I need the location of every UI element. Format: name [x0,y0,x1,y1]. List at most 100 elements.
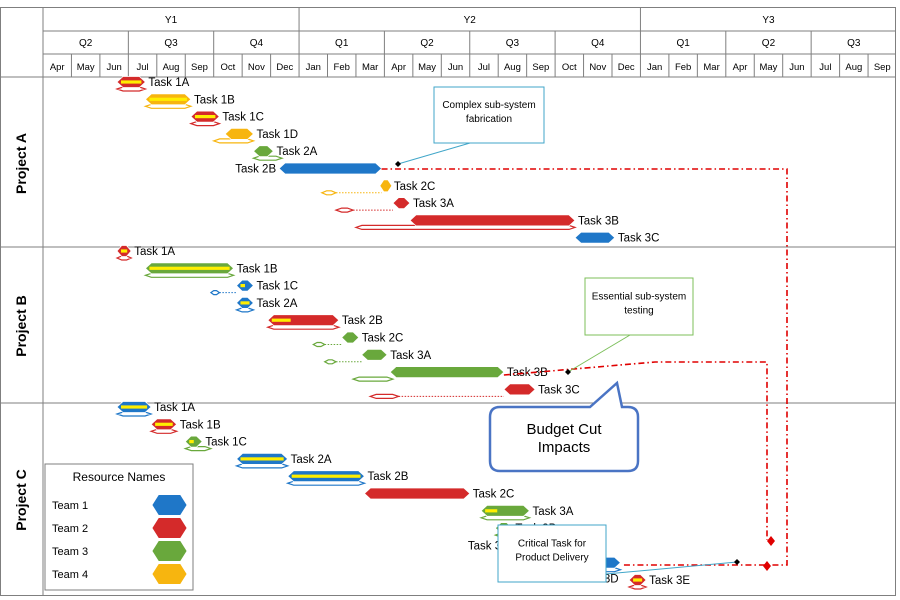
budget-cut-callout [488,380,640,473]
callout-leader [397,142,471,165]
callout-text: fabrication [466,114,512,125]
task-bar [251,145,284,161]
task-label: Task 2C [394,181,436,193]
month-label: Jul [478,62,490,73]
baseline-bar [368,393,401,399]
month-label: Feb [675,62,691,73]
task-hexagon [267,314,340,327]
task-bar [278,162,383,175]
dependency-line [503,361,768,540]
callout-text: Complex sub-system [442,100,535,111]
dependency-line [381,168,788,566]
quarter-label: Q2 [420,38,434,49]
task-label: Task 1C [205,437,247,449]
progress-fill [149,97,187,101]
task-label: Task 1B [237,263,278,275]
callout-anchor [565,369,571,375]
month-label: Aug [504,62,521,73]
task-label: Task 1B [180,419,221,431]
task-label: Task 3B [578,215,619,227]
task-bar [574,231,616,244]
task-label: Task 3C [618,233,660,245]
quarter-label: Q2 [79,38,93,49]
progress-fill [240,457,284,461]
progress-fill [271,318,291,322]
task-hexagon [184,435,203,448]
progress-fill [240,284,245,288]
baseline-bar [312,341,326,348]
task-bar [363,487,471,500]
task-label: Task 3A [390,350,431,362]
task-hexagon [392,197,411,210]
task-bar [334,197,411,213]
month-label: Jun [448,62,463,73]
budget-cut-text: Impacts [538,439,591,456]
legend-swatch [152,518,187,538]
task-bar [368,383,536,399]
task-hexagon [252,145,274,158]
task-bar [320,179,393,196]
task-bar [285,470,367,486]
month-label: Apr [391,62,406,73]
year-label: Y3 [762,15,775,26]
callout-text: testing [624,306,653,317]
task-bar [479,504,532,521]
task-hexagon [409,214,576,227]
task-bar [209,279,255,296]
task-bar [115,76,148,92]
callout-text: Essential sub-system [592,292,686,303]
baseline-bar [209,290,221,296]
quarter-label: Q3 [164,38,178,49]
task-bar [115,401,153,417]
legend-item-label: Team 4 [52,569,88,581]
month-label: May [77,62,95,73]
task-label: Task 2B [342,315,383,327]
callout-leader [567,334,631,373]
month-label: Mar [362,62,378,73]
task-bar [265,314,341,330]
callout-text: Product Delivery [515,553,588,564]
callout-anchor [395,161,401,167]
baseline-bar [323,359,338,365]
month-label: Mar [703,62,719,73]
task-bar [149,418,179,434]
task-label: Task 1B [194,94,235,106]
task-bar [323,348,388,365]
baseline-bar [211,138,256,144]
quarter-label: Q1 [335,38,349,49]
month-label: Oct [221,62,236,73]
progress-fill [155,422,173,426]
year-label: Y1 [165,15,178,26]
task-label: Task 2A [276,146,317,158]
month-label: Jun [106,62,121,73]
task-label: Task 3A [532,506,573,518]
quarter-label: Q3 [506,38,520,49]
progress-fill [189,440,194,444]
chart-frame [0,7,896,596]
callout-box [584,277,694,336]
task-hexagon [389,366,505,379]
progress-fill [120,249,128,253]
progress-fill [485,509,498,513]
task-hexagon [503,383,536,396]
task-bar [189,110,222,127]
month-label: Jul [819,62,831,73]
quarter-label: Q2 [762,38,776,49]
month-label: Aug [845,62,862,73]
month-label: Apr [733,62,748,73]
task-label: Task 3C [538,384,580,396]
task-hexagon [480,504,531,517]
legend-item-label: Team 2 [52,523,88,535]
task-label: Task 1A [148,77,189,89]
month-label: Aug [163,62,180,73]
legend-swatch [152,564,187,584]
task-bar [351,366,505,382]
task-label: Task 2B [235,164,276,176]
month-label: Nov [248,62,265,73]
task-label: Task 1C [222,112,264,124]
callout-text: Critical Task for [518,539,587,550]
month-label: May [759,62,777,73]
month-label: Jan [647,62,662,73]
task-bar [312,331,360,348]
callout-leader [605,561,738,575]
